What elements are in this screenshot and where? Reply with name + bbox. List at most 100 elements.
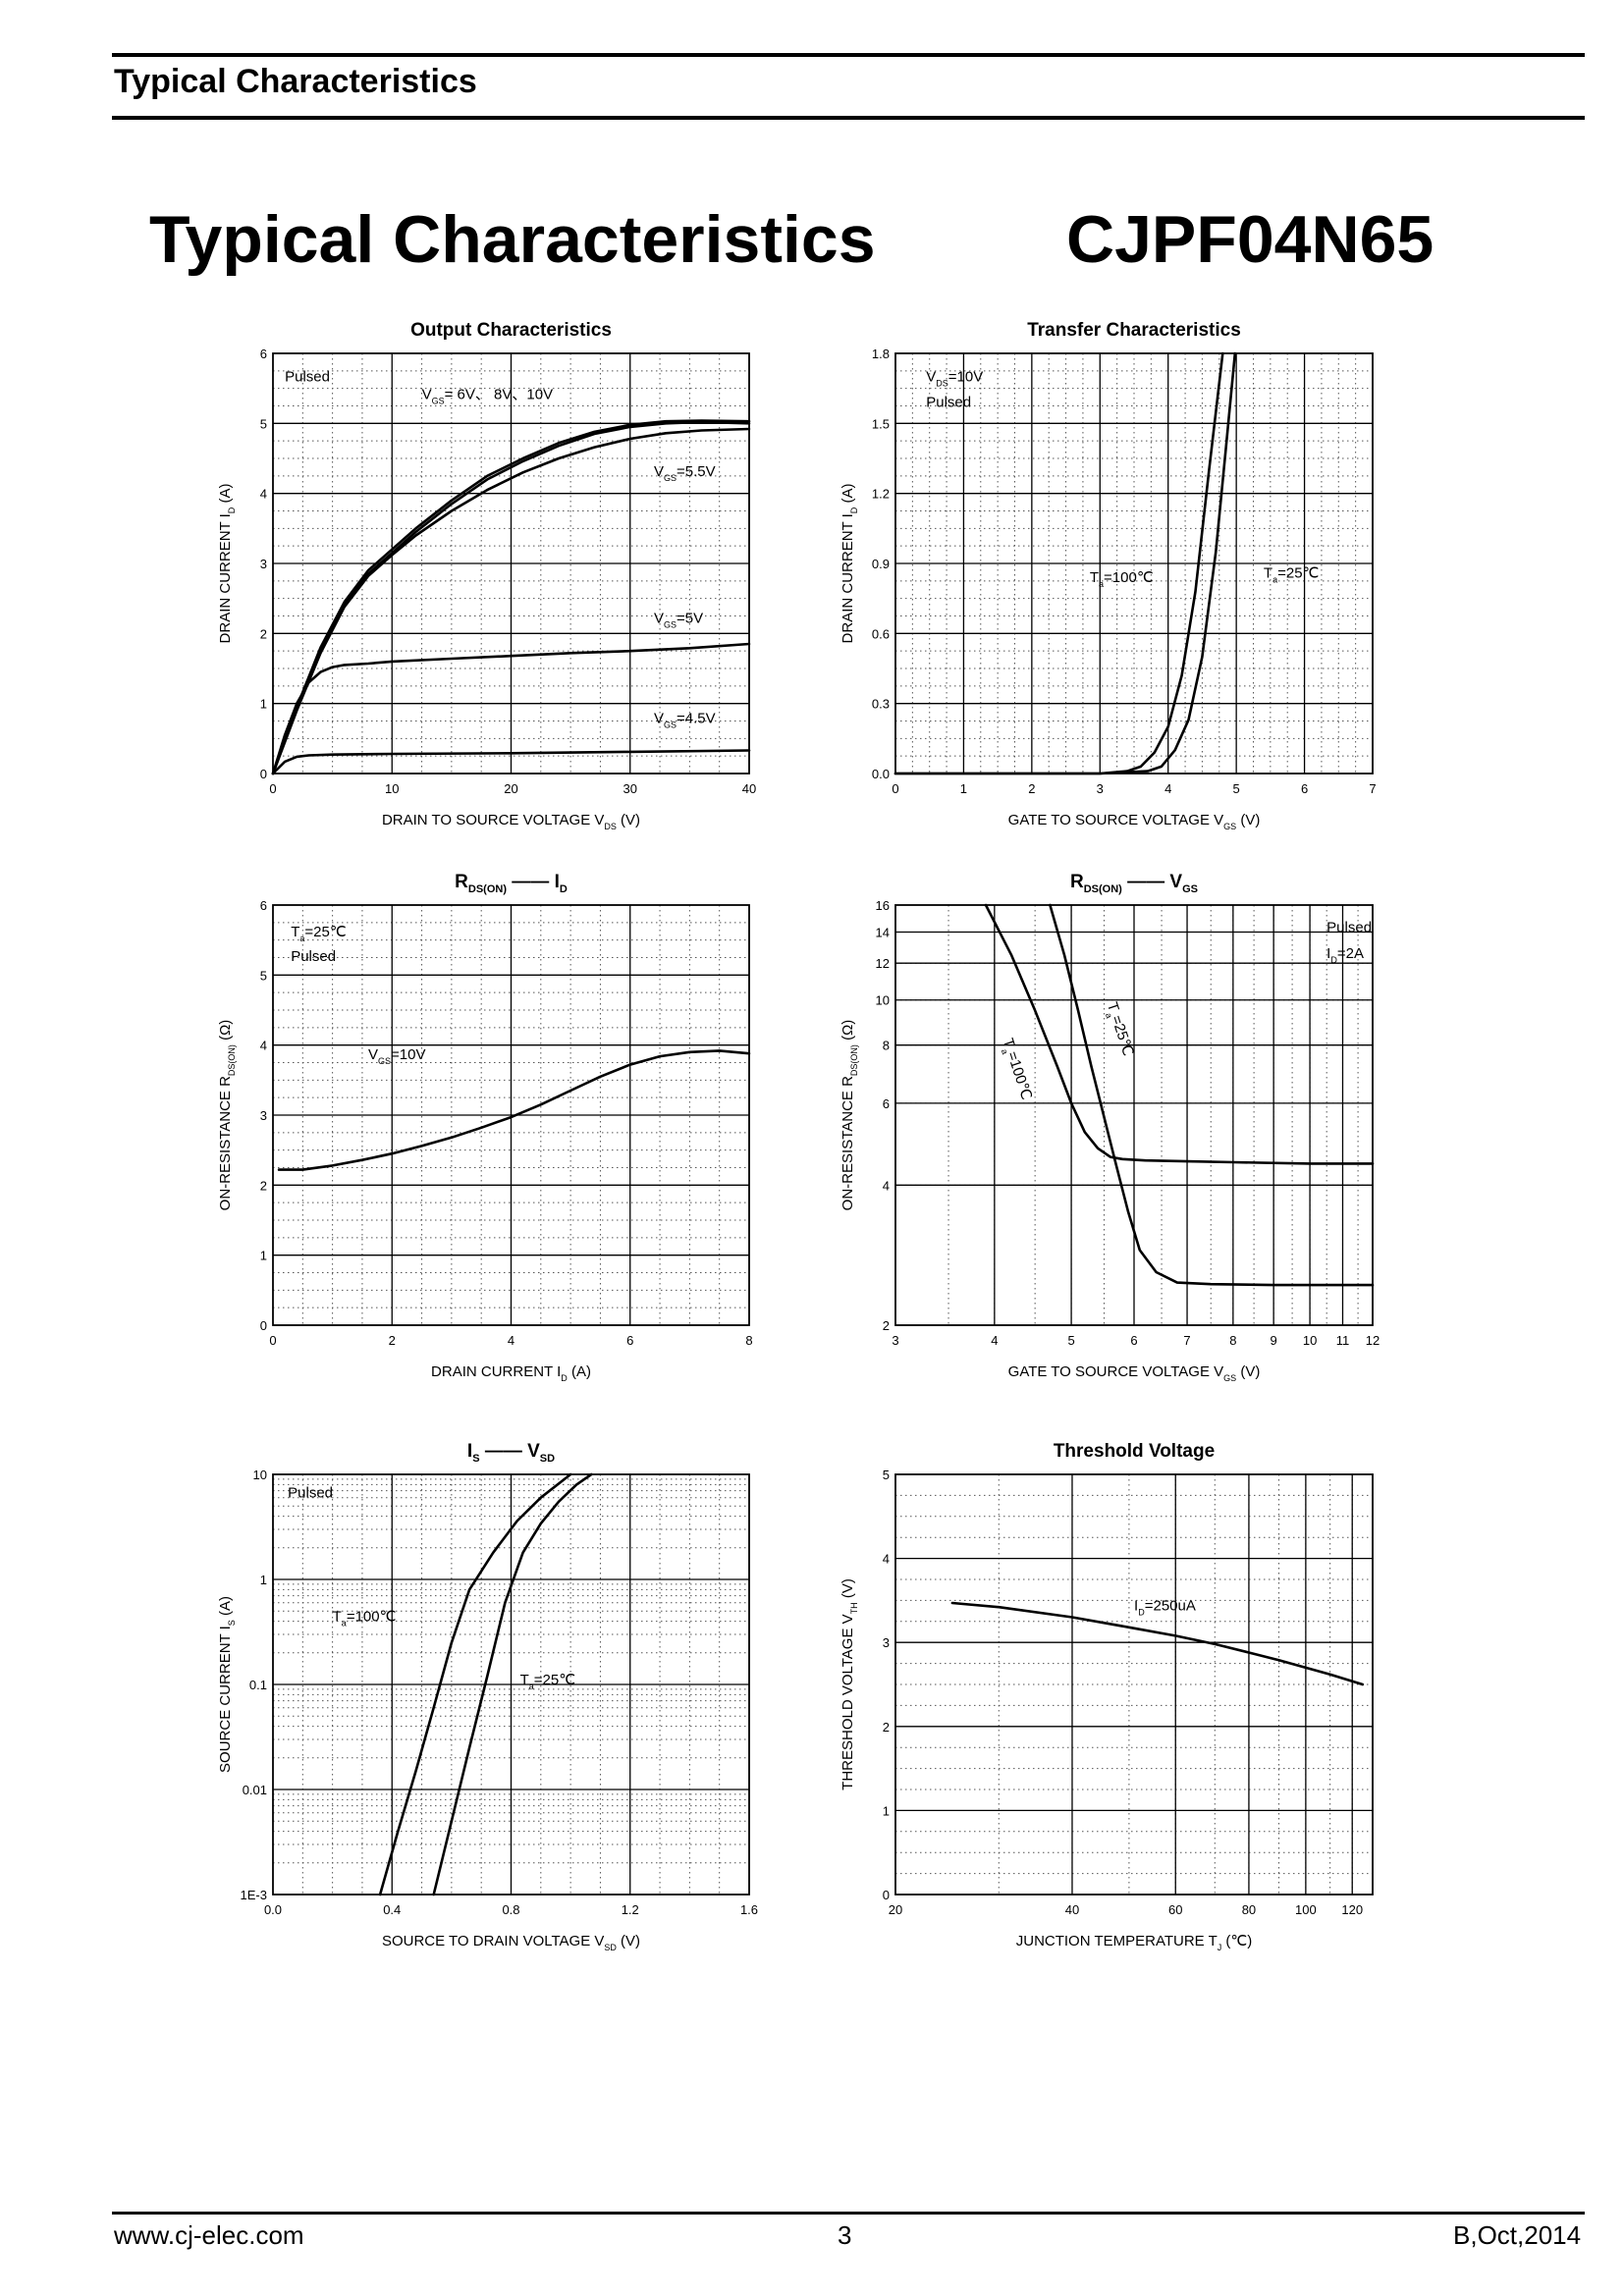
- annotation: Ta=25℃: [291, 924, 346, 943]
- annotation: Ta=100℃: [333, 1609, 397, 1629]
- y-axis-label: DRAIN CURRENT ID (A): [217, 484, 237, 644]
- annotation: Ta=25℃: [1264, 564, 1319, 584]
- y-tick-label: 1.5: [872, 416, 890, 431]
- y-tick-label: 4: [260, 1039, 267, 1053]
- x-tick-label: 30: [623, 781, 637, 796]
- series-line-2: [432, 1472, 593, 1896]
- annotation: Pulsed: [285, 369, 330, 386]
- rotated-annotation: Ta=25℃: [1101, 1000, 1136, 1059]
- y-tick-label: 1: [260, 1573, 267, 1587]
- y-tick-label: 0.3: [872, 697, 890, 712]
- x-tick-label: 3: [892, 1333, 898, 1348]
- annotation: VDS=10V: [926, 369, 983, 389]
- y-tick-label: 1E-3: [241, 1888, 267, 1902]
- annotation: Ta=100℃: [1090, 569, 1154, 589]
- y-tick-label: 0.0: [872, 767, 890, 781]
- x-tick-label: 2: [389, 1333, 396, 1348]
- x-tick-label: 8: [745, 1333, 752, 1348]
- x-tick-label: 1.6: [740, 1902, 758, 1917]
- annotation: Ta=25℃: [520, 1672, 575, 1691]
- footer-rule: [112, 2212, 1585, 2215]
- series-line-5: [271, 749, 751, 775]
- y-tick-label: 2: [260, 1178, 267, 1193]
- annotation: VGS= 6V、 8V、10V: [422, 386, 554, 405]
- series-line-3: [271, 427, 751, 775]
- y-axis-label: ON-RESISTANCE RDS(ON) (Ω): [839, 1020, 859, 1211]
- header-top-rule: [112, 53, 1585, 57]
- x-tick-label: 80: [1242, 1902, 1256, 1917]
- x-axis-label: SOURCE TO DRAIN VOLTAGE VSD (V): [382, 1933, 640, 1952]
- y-tick-label: 10: [876, 993, 890, 1008]
- chart-output: 0 10 20 30 40 0 1 2 3 4 5 6 Output Characteristics DR…: [217, 320, 756, 831]
- plot-frame: [272, 352, 750, 774]
- x-tick-label: 12: [1366, 1333, 1380, 1348]
- y-axis-label: ON-RESISTANCE RDS(ON) (Ω): [217, 1020, 237, 1211]
- major-grid: [273, 1474, 749, 1895]
- y-tick-label: 6: [883, 1096, 890, 1111]
- y-tick-label: 3: [883, 1635, 890, 1650]
- x-tick-label: 3: [1097, 781, 1104, 796]
- y-tick-label: 0: [883, 1888, 890, 1902]
- chart-transfer: 0 1 2 3 4 5 6 7 0.0 0.3 0.6 0.9 1.2 1.5 1.8 Transfer Ch…: [839, 320, 1377, 831]
- x-tick-label: 5: [1067, 1333, 1074, 1348]
- chart-title: Threshold Voltage: [1054, 1441, 1215, 1462]
- y-tick-label: 6: [260, 347, 267, 361]
- y-tick-label: 0.1: [249, 1678, 267, 1692]
- x-tick-label: 1.2: [622, 1902, 639, 1917]
- minor-grid: [894, 1474, 1373, 1895]
- x-tick-label: 1: [960, 781, 967, 796]
- y-tick-label: 4: [883, 1552, 890, 1567]
- chart-title: Output Characteristics: [410, 320, 612, 341]
- x-tick-label: 60: [1168, 1902, 1182, 1917]
- y-tick-label: 1: [883, 1803, 890, 1818]
- x-tick-label: 10: [385, 781, 399, 796]
- x-tick-label: 0: [269, 781, 276, 796]
- major-grid: [273, 353, 749, 774]
- y-axis-label: DRAIN CURRENT ID (A): [839, 484, 859, 644]
- y-tick-label: 6: [260, 898, 267, 913]
- x-tick-label: 0.0: [264, 1902, 282, 1917]
- y-tick-label: 5: [260, 416, 267, 431]
- x-tick-label: 120: [1341, 1902, 1363, 1917]
- y-tick-label: 1: [260, 1249, 267, 1263]
- annotation: Pulsed: [288, 1485, 333, 1502]
- y-axis-label: SOURCE CURRENT IS (A): [217, 1596, 237, 1773]
- annotation: Pulsed: [926, 395, 971, 411]
- x-tick-label: 5: [1233, 781, 1240, 796]
- y-tick-label: 4: [260, 487, 267, 502]
- y-tick-label: 3: [260, 557, 267, 571]
- x-tick-label: 40: [742, 781, 756, 796]
- header-title: Typical Characteristics: [114, 63, 477, 100]
- x-tick-label: 100: [1295, 1902, 1317, 1917]
- chart-rds_id: 0 2 4 6 8 0 1 2 3 4 5 6 RDS(ON) —— ID DRAIN CURRENT I…: [217, 872, 753, 1383]
- page-title: Typical Characteristics: [149, 202, 876, 277]
- y-tick-label: 1: [260, 697, 267, 712]
- y-tick-label: 8: [883, 1039, 890, 1053]
- chart-rds_vgs: 3 4 5 6 7 8 9 10 11 12 2 4 6 8 10 12 14 16 RDS(ON) —— VGS G…: [839, 872, 1380, 1383]
- x-tick-label: 11: [1336, 1333, 1350, 1348]
- chart-threshold: 20 40 60 80 100 120 0 1 2 3 4 5 Threshold Voltage JUN…: [839, 1441, 1374, 1952]
- rotated-annotation: Ta=100℃: [997, 1037, 1035, 1103]
- x-tick-label: 4: [1164, 781, 1171, 796]
- annotation: ID=2A: [1326, 945, 1364, 965]
- y-tick-label: 4: [883, 1178, 890, 1193]
- series-line-1: [950, 1601, 1365, 1686]
- chart-title: RDS(ON) —— VGS: [1070, 872, 1198, 895]
- y-tick-label: 2: [260, 626, 267, 641]
- y-tick-label: 16: [876, 898, 890, 913]
- annotation: VGS=5.5V: [654, 463, 716, 483]
- major-grid: [895, 905, 1373, 1325]
- y-tick-label: 2: [883, 1318, 890, 1333]
- plot-frame: [894, 904, 1374, 1326]
- y-tick-label: 5: [260, 968, 267, 983]
- annotation: VGS=5V: [654, 611, 703, 630]
- y-tick-label: 5: [883, 1468, 890, 1482]
- minor-grid: [273, 1474, 749, 1895]
- x-axis-label: GATE TO SOURCE VOLTAGE VGS (V): [1008, 1363, 1261, 1383]
- x-tick-label: 10: [1303, 1333, 1317, 1348]
- x-tick-label: 0: [269, 1333, 276, 1348]
- x-tick-label: 40: [1065, 1902, 1079, 1917]
- annotation: VGS=4.5V: [654, 711, 716, 730]
- x-tick-label: 8: [1229, 1333, 1236, 1348]
- series-line-2: [893, 351, 1237, 775]
